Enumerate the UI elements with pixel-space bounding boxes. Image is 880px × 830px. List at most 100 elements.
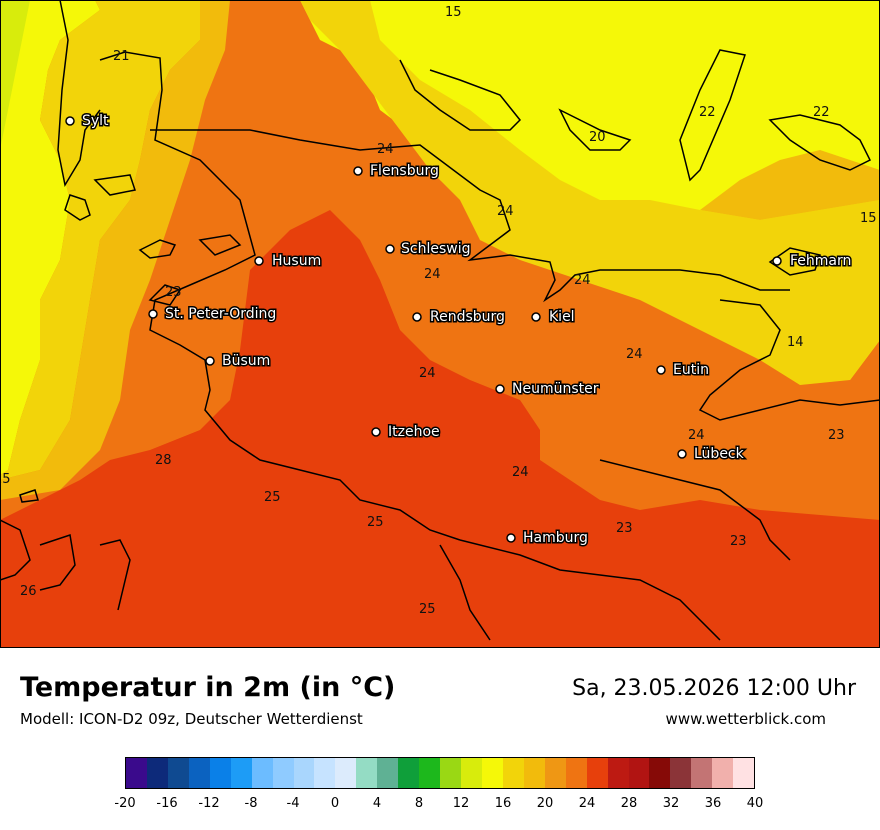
legend-swatch (377, 758, 399, 788)
isotherm-label: 23 (828, 428, 845, 443)
city-kiel: Kiel (531, 308, 576, 327)
temp-field-green-nw (0, 0, 30, 150)
isotherm-label: 25 (367, 515, 384, 530)
city-luebeck: Lübeck (677, 445, 746, 464)
legend-swatch (335, 758, 357, 788)
isotherm-label: 15 (0, 472, 11, 487)
city-buesum: Büsum (205, 352, 272, 371)
legend-swatch (167, 758, 189, 788)
color-legend: -20 -16 -12 -8 -4 0 4 8 12 16 20 24 28 32 36 40 (114, 757, 763, 811)
isotherm-label: 24 (424, 267, 441, 282)
isotherm-label: 28 (155, 453, 172, 468)
svg-text:Sylt: Sylt (82, 113, 109, 129)
isotherm-label: 20 (589, 130, 606, 145)
svg-text:Husum: Husum (272, 253, 321, 269)
forecast-datetime: Sa, 23.05.2026 12:00 Uhr (572, 676, 856, 701)
svg-text:Kiel: Kiel (549, 309, 575, 325)
legend-swatch (126, 758, 147, 788)
legend-swatch (544, 758, 566, 788)
legend-tick-label: 12 (452, 796, 470, 811)
legend-swatch (733, 758, 755, 788)
legend-swatch (230, 758, 252, 788)
legend-tick-label: 16 (494, 796, 512, 811)
city-st-peter-ording: St. Peter-Ording (148, 305, 278, 324)
svg-text:Itzehoe: Itzehoe (388, 424, 440, 440)
legend-swatch (272, 758, 294, 788)
legend-swatch (146, 758, 168, 788)
legend-swatch (481, 758, 503, 788)
isotherm-label: 24 (626, 347, 643, 362)
svg-text:Schleswig: Schleswig (401, 241, 470, 257)
isotherm-label: 26 (20, 584, 37, 599)
isotherm-label: 24 (377, 142, 394, 157)
isotherm-labels: 15 21 22 22 20 15 24 24 24 24 23 24 24 1… (0, 5, 877, 617)
legend-swatch (649, 758, 671, 788)
isotherm-label: 15 (860, 211, 877, 226)
legend-tick-label: -20 (114, 796, 136, 811)
legend-color-bar (125, 757, 755, 789)
legend-tick-label: -4 (286, 796, 300, 811)
legend-swatch (565, 758, 587, 788)
temp-field-yellow-west (0, 0, 100, 475)
svg-text:Fehmarn: Fehmarn (790, 253, 851, 269)
temperature-map: 15 21 22 22 20 15 24 24 24 24 23 24 24 1… (0, 0, 880, 648)
svg-text:St. Peter-Ording: St. Peter-Ording (165, 306, 276, 322)
legend-swatch (586, 758, 608, 788)
legend-swatch (712, 758, 734, 788)
legend-tick-label: 8 (414, 796, 424, 811)
isotherm-label: 24 (688, 428, 705, 443)
isotherm-label: 24 (574, 273, 591, 288)
city-husum: Husum (254, 252, 323, 271)
isotherm-label: 22 (699, 105, 716, 120)
legend-tick-label: -8 (244, 796, 258, 811)
legend-tick-label: 28 (620, 796, 638, 811)
website: www.wetterblick.com (665, 710, 826, 728)
svg-text:Neumünster: Neumünster (512, 381, 599, 397)
legend-swatch (461, 758, 482, 788)
city-sylt: Sylt (65, 112, 111, 131)
city-fehmarn: Fehmarn (772, 252, 853, 271)
legend-swatch (293, 758, 315, 788)
legend-swatch (502, 758, 524, 788)
city-eutin: Eutin (656, 361, 710, 380)
legend-swatch (628, 758, 650, 788)
legend-tick-label: 40 (746, 796, 764, 811)
isotherm-label: 23 (616, 521, 633, 536)
svg-text:Lübeck: Lübeck (694, 446, 745, 462)
svg-text:Rendsburg: Rendsburg (430, 309, 505, 325)
temp-field-22-west (0, 0, 230, 500)
svg-text:Flensburg: Flensburg (370, 163, 439, 179)
legend-swatch (251, 758, 273, 788)
legend-tick-label: -16 (156, 796, 178, 811)
legend-swatch (209, 758, 231, 788)
isotherm-label: 25 (264, 490, 281, 505)
isotherm-label: 21 (113, 49, 130, 64)
legend-swatch (356, 758, 378, 788)
map-title: Temperatur in 2m (in °C) (20, 672, 396, 703)
city-neumuenster: Neumünster (495, 380, 600, 399)
legend-swatch (314, 758, 336, 788)
legend-swatch (607, 758, 629, 788)
legend-swatch (419, 758, 441, 788)
isotherm-label: 15 (445, 5, 462, 20)
isotherm-label: 23 (165, 285, 182, 300)
legend-tick-label: 32 (662, 796, 680, 811)
coastlines (0, 0, 880, 641)
svg-text:Hamburg: Hamburg (523, 530, 588, 546)
temp-field-25-interior (0, 210, 880, 648)
svg-text:Eutin: Eutin (673, 362, 709, 378)
temp-field-20-east (300, 0, 880, 385)
legend-tick-label: 0 (330, 796, 340, 811)
legend-swatch (188, 758, 210, 788)
isotherm-label: 24 (512, 465, 529, 480)
isotherm-label: 22 (813, 105, 830, 120)
city-markers: Sylt Flensburg Schleswig Husum St. Peter… (65, 112, 853, 548)
isotherm-label: 25 (419, 602, 436, 617)
legend-tick-label: 20 (536, 796, 554, 811)
legend-tick-label: 4 (372, 796, 382, 811)
temp-field-22-east (700, 150, 880, 220)
city-rendsburg: Rendsburg (412, 308, 506, 327)
isotherm-label: 24 (419, 366, 436, 381)
model-source: Modell: ICON-D2 09z, Deutscher Wetterdie… (20, 710, 363, 728)
isotherm-label: 14 (787, 335, 804, 350)
